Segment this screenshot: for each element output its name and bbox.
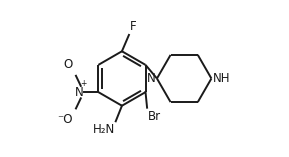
Text: Br: Br: [148, 110, 161, 123]
Text: O: O: [64, 58, 73, 71]
Text: +: +: [80, 79, 87, 88]
Text: F: F: [130, 20, 136, 33]
Text: ⁻O: ⁻O: [57, 113, 73, 126]
Text: N: N: [75, 86, 83, 99]
Text: NH: NH: [213, 72, 230, 85]
Text: H₂N: H₂N: [93, 123, 115, 136]
Text: N: N: [147, 72, 156, 85]
